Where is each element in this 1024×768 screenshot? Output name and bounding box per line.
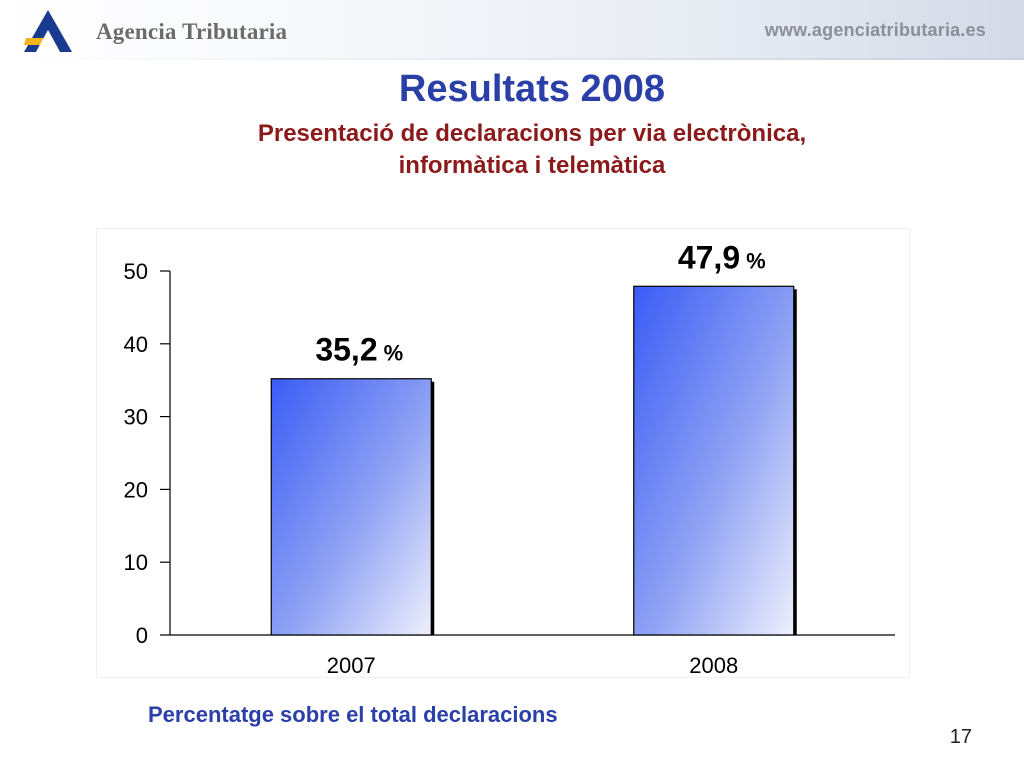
website-link[interactable]: www.agenciatributaria.es [764, 20, 986, 40]
y-tick-label: 50 [124, 259, 148, 284]
y-tick-label: 40 [124, 332, 148, 357]
y-tick-label: 30 [124, 405, 148, 430]
header-bar: Agencia Tributaria www.agenciatributaria… [0, 0, 1024, 60]
data-label: 35,2% [315, 332, 403, 368]
subtitle-line-2: informàtica i telemàtica [398, 152, 666, 179]
agencia-tributaria-logo-icon [24, 10, 72, 52]
data-label: 47,9% [678, 239, 766, 275]
y-tick-label: 10 [124, 550, 148, 575]
x-tick-label: 2008 [689, 653, 738, 677]
x-tick-label: 2007 [327, 653, 376, 677]
slide-title: Resultats 2008 [398, 68, 666, 110]
slide-subtitle: Presentació de declaracions per via elec… [0, 118, 1024, 182]
page-number: 17 [949, 726, 972, 748]
brand-name: Agencia Tributaria [96, 19, 288, 44]
subtitle-line-1: Presentació de declaracions per via elec… [257, 120, 807, 147]
bar-2007 [270, 378, 432, 636]
bar-2008 [633, 285, 795, 636]
bar-chart: 0 10 20 30 40 50 35,2% 2007 47,9% 2008 [97, 229, 909, 677]
y-tick-label: 20 [124, 477, 148, 502]
y-tick-label: 0 [136, 623, 148, 648]
chart-svg: 0 10 20 30 40 50 35,2 % 2007 47,9 % 2008 [124, 239, 895, 677]
chart-caption: Percentatge sobre el total declaracions [148, 702, 558, 727]
